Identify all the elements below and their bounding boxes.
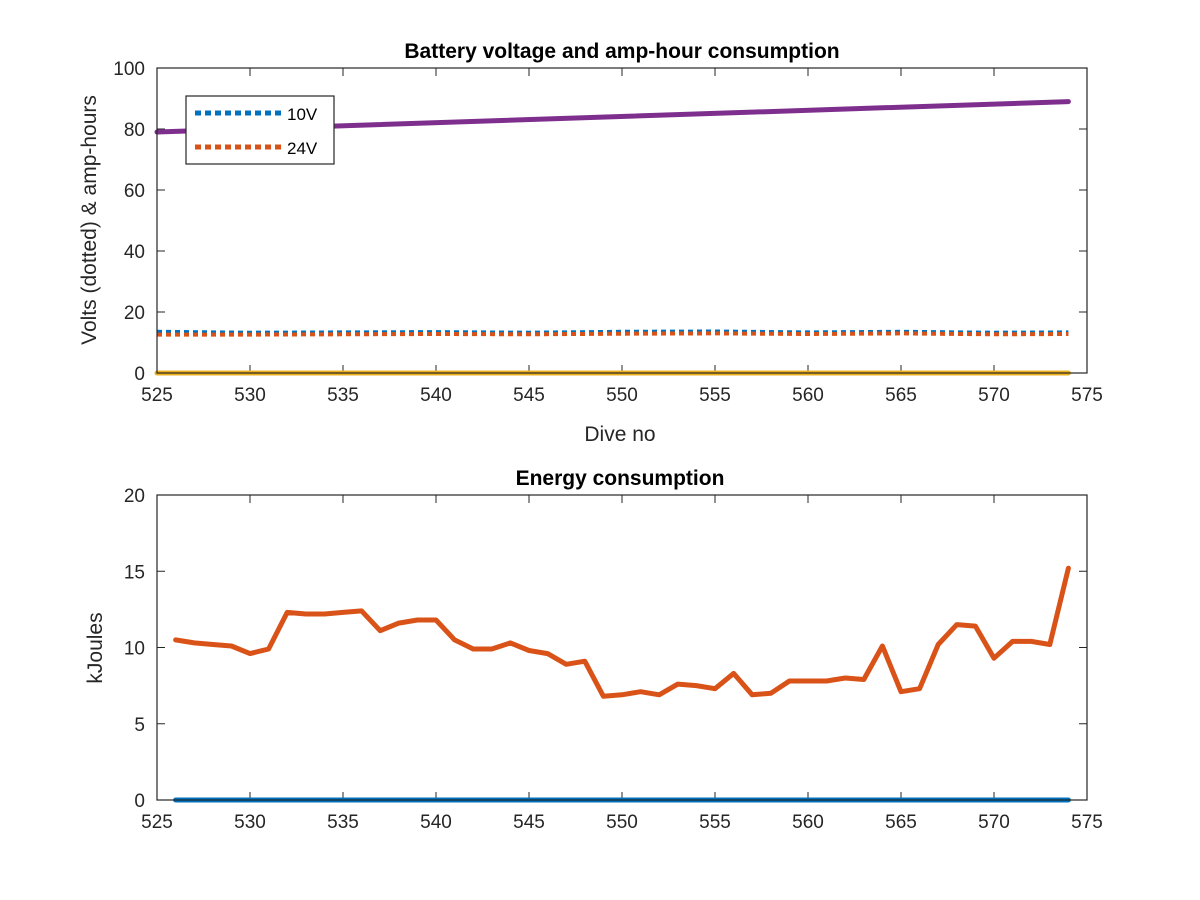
series-line-24v xyxy=(157,331,1069,337)
y-tick-label: 60 xyxy=(124,181,145,202)
y-tick-label: 20 xyxy=(124,303,145,324)
y-axis-label: kJoules xyxy=(84,612,107,683)
x-tick-label: 535 xyxy=(327,385,359,406)
energy-panel: Energy consumption kJoules 525 530 535 540 5… xyxy=(84,467,1103,833)
plot-area-background xyxy=(157,495,1087,800)
legend: 10V 24V xyxy=(185,95,335,165)
y-tick-label: 0 xyxy=(134,364,145,385)
series-line-series-2 xyxy=(173,565,1071,699)
x-tick-label: 525 xyxy=(141,812,173,833)
y-axis-label: Volts (dotted) & amp-hours xyxy=(78,95,101,345)
y-tick-label: 15 xyxy=(124,562,145,583)
y-tick-label: 100 xyxy=(113,59,145,80)
y-tick-label: 20 xyxy=(124,486,145,507)
x-tick-label: 550 xyxy=(606,812,638,833)
x-axis-label: Dive no xyxy=(584,423,655,446)
y-tick-label: 0 xyxy=(134,791,145,812)
x-tick-label: 555 xyxy=(699,385,731,406)
x-tick-label: 565 xyxy=(885,385,917,406)
x-tick-label: 560 xyxy=(792,385,824,406)
x-tick-label: 550 xyxy=(606,385,638,406)
x-tick-label: 575 xyxy=(1071,812,1103,833)
y-tick-label: 40 xyxy=(124,242,145,263)
plot-area-frame xyxy=(156,67,1088,374)
legend-box xyxy=(185,95,335,165)
voltage-amphour-panel: Battery voltage and amp-hour consumption… xyxy=(78,40,1103,446)
x-tick-label: 525 xyxy=(141,385,173,406)
x-tick-label: 575 xyxy=(1071,385,1103,406)
x-tick-label: 570 xyxy=(978,812,1010,833)
chart-title: Energy consumption xyxy=(516,467,725,490)
y-tick-label: 10 xyxy=(124,639,145,660)
x-tick-label: 540 xyxy=(420,385,452,406)
x-tick-label: 555 xyxy=(699,812,731,833)
x-tick-label: 545 xyxy=(513,812,545,833)
plot-area-frame xyxy=(156,494,1088,801)
legend-entry-10v: 10V xyxy=(287,105,318,124)
x-tick-label: 530 xyxy=(234,385,266,406)
y-tick-label: 5 xyxy=(134,715,145,736)
legend-entry-24v: 24V xyxy=(287,139,318,158)
x-tick-label: 535 xyxy=(327,812,359,833)
y-tick-label: 80 xyxy=(124,120,145,141)
chart-title: Battery voltage and amp-hour consumption xyxy=(404,40,839,63)
x-tick-label: 570 xyxy=(978,385,1010,406)
x-tick-label: 545 xyxy=(513,385,545,406)
x-tick-label: 565 xyxy=(885,812,917,833)
x-tick-label: 530 xyxy=(234,812,266,833)
x-tick-label: 540 xyxy=(420,812,452,833)
x-tick-label: 560 xyxy=(792,812,824,833)
